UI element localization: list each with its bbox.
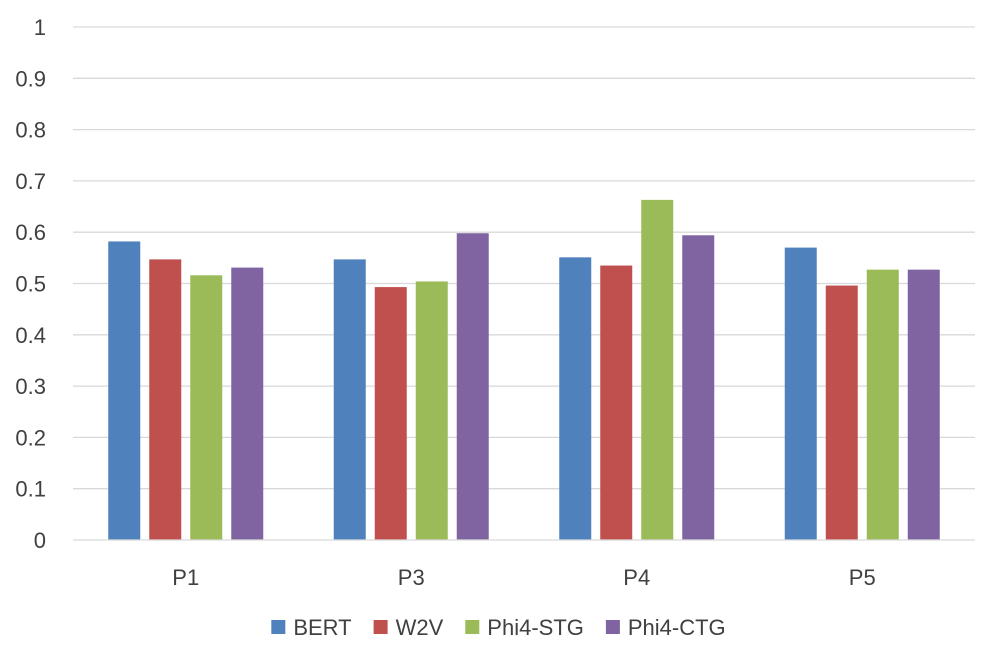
x-axis: P1 P3 P4 P5 xyxy=(73,539,975,590)
gridlines xyxy=(73,26,975,490)
legend-label: Phi4-STG xyxy=(487,615,584,640)
bar-bert-p1 xyxy=(108,241,141,540)
bar-phi4-stg-p1 xyxy=(190,275,223,540)
x-category-label: P5 xyxy=(849,565,876,590)
x-category-label: P4 xyxy=(623,565,650,590)
bar-phi4-ctg-p3 xyxy=(456,233,489,540)
bar-bert-p5 xyxy=(784,247,817,540)
legend-label: W2V xyxy=(396,615,444,640)
legend-swatch-bert xyxy=(271,620,286,634)
bar-w2v-p3 xyxy=(374,287,407,540)
bar-phi4-ctg-p5 xyxy=(907,269,940,540)
legend-swatch-phi4-stg xyxy=(465,620,480,634)
y-tick-label: 0.4 xyxy=(15,323,46,348)
bars xyxy=(108,199,940,541)
legend-label: Phi4-CTG xyxy=(628,615,726,640)
x-category-label: P1 xyxy=(172,565,199,590)
bar-w2v-p1 xyxy=(149,259,182,540)
legend-swatch-w2v xyxy=(373,620,388,634)
bar-w2v-p5 xyxy=(825,285,858,540)
bar-phi4-ctg-p1 xyxy=(231,267,264,540)
bar-w2v-p4 xyxy=(600,265,633,540)
legend-swatch-phi4-ctg xyxy=(605,620,620,634)
legend-label: BERT xyxy=(293,615,351,640)
y-axis-ticks: 0 0.1 0.2 0.3 0.4 0.5 0.6 0.7 0.8 0.9 1 xyxy=(15,15,46,553)
x-category-label: P3 xyxy=(398,565,425,590)
y-tick-label: 0.2 xyxy=(15,425,46,450)
y-tick-label: 0.8 xyxy=(15,118,46,143)
y-tick-label: 1 xyxy=(34,15,46,40)
y-tick-label: 0.5 xyxy=(15,272,46,297)
y-tick-label: 0 xyxy=(34,528,46,553)
y-tick-label: 0.6 xyxy=(15,220,46,245)
y-tick-label: 0.7 xyxy=(15,169,46,194)
bar-phi4-ctg-p4 xyxy=(682,235,715,540)
y-tick-label: 0.3 xyxy=(15,374,46,399)
bar-phi4-stg-p4 xyxy=(641,199,674,541)
bar-phi4-stg-p3 xyxy=(415,281,448,540)
bar-bert-p4 xyxy=(559,257,592,540)
y-tick-label: 0.9 xyxy=(15,66,46,91)
bar-bert-p3 xyxy=(333,259,366,540)
bar-phi4-stg-p5 xyxy=(866,269,899,540)
y-tick-label: 0.1 xyxy=(15,477,46,502)
legend: BERT W2V Phi4-STG Phi4-CTG xyxy=(271,615,726,640)
